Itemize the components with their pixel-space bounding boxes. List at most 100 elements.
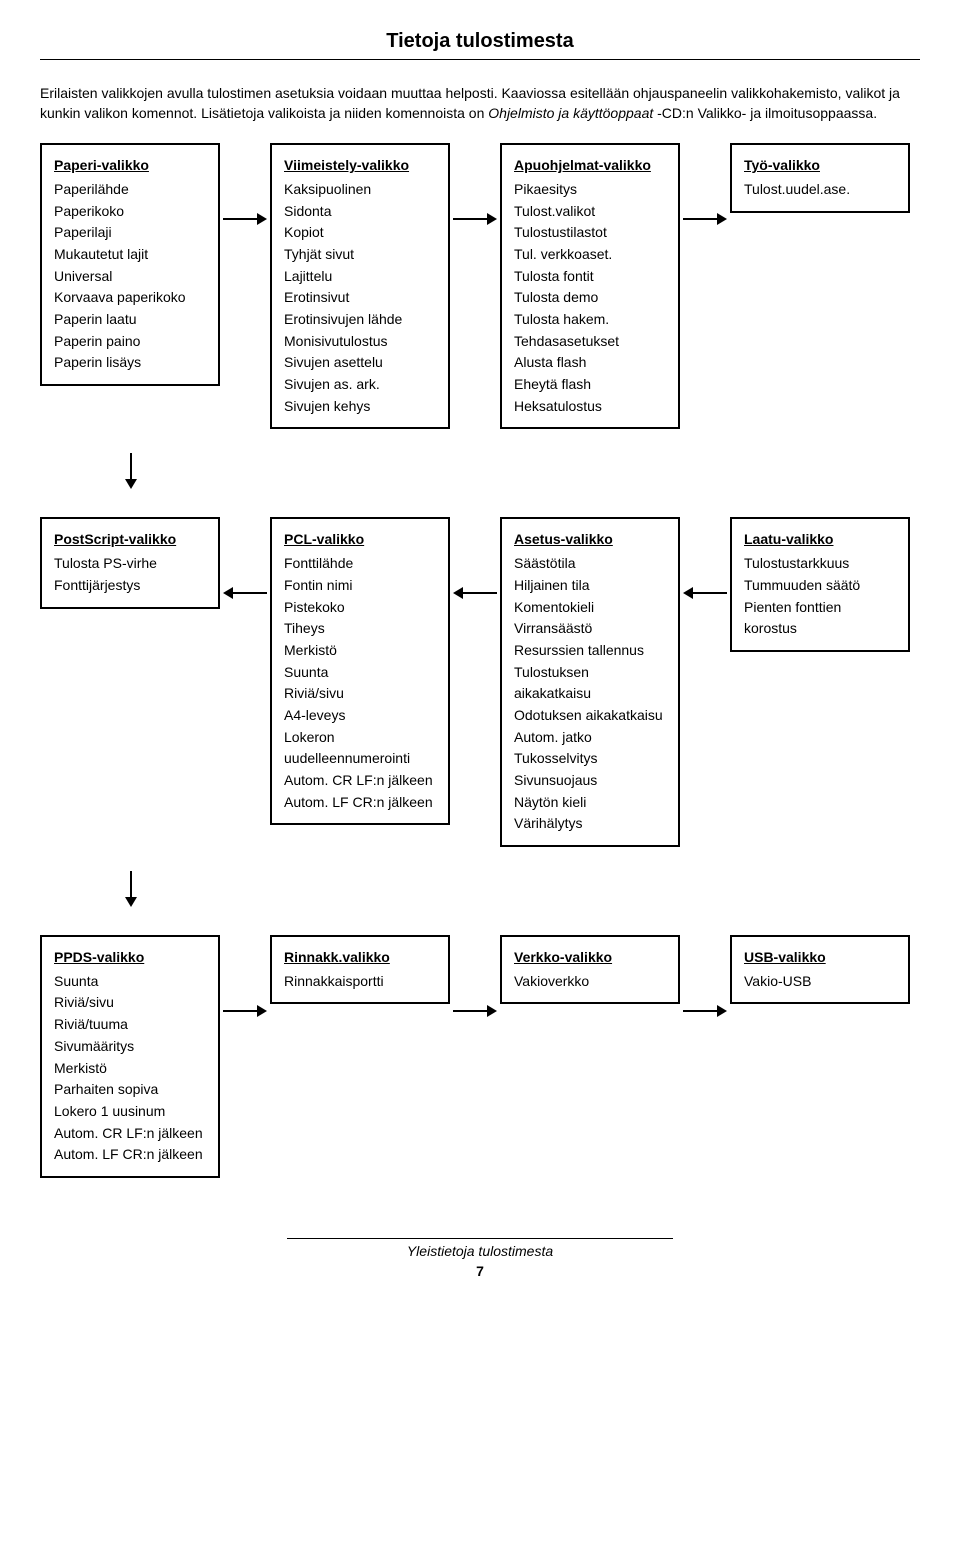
menu-box-item: Fontin nimi xyxy=(284,575,436,597)
diagram-row: Paperi-valikkoPaperilähdePaperikokoPaper… xyxy=(40,143,920,429)
menu-box-item: Heksatulostus xyxy=(514,396,666,418)
menu-box-title: Viimeistely-valikko xyxy=(284,155,436,177)
menu-box-item: Virransäästö xyxy=(514,618,666,640)
menu-box-item: Riviä/sivu xyxy=(284,683,436,705)
arrow-right xyxy=(680,143,730,225)
menu-box-item: Monisivutulostus xyxy=(284,331,436,353)
menu-box-item: Sidonta xyxy=(284,201,436,223)
intro-text-2-pre: Lisätietoja valikoista ja niiden komenno… xyxy=(201,105,488,121)
menu-box-item: Pienten fonttien korostus xyxy=(744,597,896,640)
menu-box-item: Tulostustarkkuus xyxy=(744,553,896,575)
menu-box-item: Hiljainen tila xyxy=(514,575,666,597)
menu-box-item: Eheytä flash xyxy=(514,374,666,396)
footer: Yleistietoja tulostimesta 7 xyxy=(40,1238,920,1279)
menu-box-item: Tulostustilastot xyxy=(514,222,666,244)
menu-box-title: PPDS-valikko xyxy=(54,947,206,969)
menu-box-item: Autom. CR LF:n jälkeen xyxy=(284,770,436,792)
menu-box-item: Riviä/tuuma xyxy=(54,1014,206,1036)
menu-box-item: Fonttijärjestys xyxy=(54,575,206,597)
menu-box: Työ-valikkoTulost.uudel.ase. xyxy=(730,143,910,212)
menu-box-item: Värihälytys xyxy=(514,813,666,835)
menu-box-item: Pistekoko xyxy=(284,597,436,619)
menu-box-item: Tehdasasetukset xyxy=(514,331,666,353)
menu-box-title: USB-valikko xyxy=(744,947,896,969)
menu-box-item: Tulosta fontit xyxy=(514,266,666,288)
menu-box-title: PostScript-valikko xyxy=(54,529,206,551)
menu-box-item: Fonttilähde xyxy=(284,553,436,575)
menu-box-item: Tul. verkkoaset. xyxy=(514,244,666,266)
menu-box: Verkko-valikkoVakioverkko xyxy=(500,935,680,1004)
menu-box-item: Tiheys xyxy=(284,618,436,640)
menu-box-item: Pikaesitys xyxy=(514,179,666,201)
menu-box-item: Universal xyxy=(54,266,206,288)
intro-paragraph: Erilaisten valikkojen avulla tulostimen … xyxy=(40,84,920,123)
menu-box: Apuohjelmat-valikkoPikaesitysTulost.vali… xyxy=(500,143,680,429)
menu-box-item: Komentokieli xyxy=(514,597,666,619)
menu-box-item: Sivujen kehys xyxy=(284,396,436,418)
menu-box-item: Suunta xyxy=(284,662,436,684)
menu-box-item: Merkistö xyxy=(284,640,436,662)
diagram-row: PostScript-valikkoTulosta PS-virheFontti… xyxy=(40,517,920,847)
menu-box-title: Verkko-valikko xyxy=(514,947,666,969)
menu-box: Viimeistely-valikkoKaksipuolinenSidontaK… xyxy=(270,143,450,429)
menu-box-item: Paperikoko xyxy=(54,201,206,223)
menu-box-item: Sivujen asettelu xyxy=(284,352,436,374)
menu-box: PPDS-valikkoSuuntaRiviä/sivuRiviä/tuumaS… xyxy=(40,935,220,1178)
menu-box-item: Sivunsuojaus xyxy=(514,770,666,792)
arrow-right xyxy=(220,143,270,225)
menu-box-title: Laatu-valikko xyxy=(744,529,896,551)
menu-box-title: Paperi-valikko xyxy=(54,155,206,177)
menu-box-item: Merkistö xyxy=(54,1058,206,1080)
menu-box-item: Korvaava paperikoko xyxy=(54,287,206,309)
menu-box-item: Tummuuden säätö xyxy=(744,575,896,597)
menu-box-item: Riviä/sivu xyxy=(54,992,206,1014)
menu-box-item: Autom. LF CR:n jälkeen xyxy=(54,1144,206,1166)
menu-box-item: Alusta flash xyxy=(514,352,666,374)
menu-box-item: Kopiot xyxy=(284,222,436,244)
menu-box-item: Vakio-USB xyxy=(744,971,896,993)
menu-box-item: Tulost.valikot xyxy=(514,201,666,223)
menu-box-item: Tulosta PS-virhe xyxy=(54,553,206,575)
arrow-left xyxy=(220,517,270,599)
arrow-down xyxy=(40,871,920,911)
menu-box-item: Lokeron uudelleennumerointi xyxy=(284,727,436,770)
menu-box-title: Apuohjelmat-valikko xyxy=(514,155,666,177)
menu-box: Rinnakk.valikkoRinnakkaisportti xyxy=(270,935,450,1004)
menu-box-item: Autom. CR LF:n jälkeen xyxy=(54,1123,206,1145)
menu-box-item: A4-leveys xyxy=(284,705,436,727)
menu-box-item: Resurssien tallennus xyxy=(514,640,666,662)
arrow-down xyxy=(40,453,920,493)
arrow-right xyxy=(220,935,270,1017)
menu-box-item: Tukosselvitys xyxy=(514,748,666,770)
menu-box-item: Näytön kieli xyxy=(514,792,666,814)
menu-box-item: Tulostuksen aikakatkaisu xyxy=(514,662,666,705)
menu-box-item: Lajittelu xyxy=(284,266,436,288)
menu-box-item: Tulosta demo xyxy=(514,287,666,309)
arrow-left xyxy=(450,517,500,599)
menu-box-title: Asetus-valikko xyxy=(514,529,666,551)
menu-box-item: Paperin lisäys xyxy=(54,352,206,374)
menu-box: Asetus-valikkoSäästötilaHiljainen tilaKo… xyxy=(500,517,680,847)
diagram-row: PPDS-valikkoSuuntaRiviä/sivuRiviä/tuumaS… xyxy=(40,935,920,1178)
intro-text-2-post: -CD:n Valikko- ja ilmoitusoppaassa. xyxy=(653,105,877,121)
arrow-right xyxy=(450,935,500,1017)
menu-box-item: Sivujen as. ark. xyxy=(284,374,436,396)
footer-page-number: 7 xyxy=(40,1263,920,1279)
menu-box-item: Paperilaji xyxy=(54,222,206,244)
menu-box-title: PCL-valikko xyxy=(284,529,436,551)
diagram: Paperi-valikkoPaperilähdePaperikokoPaper… xyxy=(40,143,920,1178)
menu-box: PCL-valikkoFonttilähdeFontin nimiPisteko… xyxy=(270,517,450,825)
menu-box-item: Erotinsivut xyxy=(284,287,436,309)
menu-box: USB-valikkoVakio-USB xyxy=(730,935,910,1004)
menu-box-title: Rinnakk.valikko xyxy=(284,947,436,969)
menu-box-item: Sivumääritys xyxy=(54,1036,206,1058)
menu-box: PostScript-valikkoTulosta PS-virheFontti… xyxy=(40,517,220,608)
menu-box-item: Kaksipuolinen xyxy=(284,179,436,201)
menu-box: Laatu-valikkoTulostustarkkuusTummuuden s… xyxy=(730,517,910,651)
menu-box-item: Tulost.uudel.ase. xyxy=(744,179,896,201)
page-title: Tietoja tulostimesta xyxy=(40,30,920,53)
menu-box-item: Odotuksen aikakatkaisu xyxy=(514,705,666,727)
menu-box-item: Vakioverkko xyxy=(514,971,666,993)
intro-text-2-italic: Ohjelmisto ja käyttöoppaat xyxy=(488,105,653,121)
menu-box-item: Erotinsivujen lähde xyxy=(284,309,436,331)
